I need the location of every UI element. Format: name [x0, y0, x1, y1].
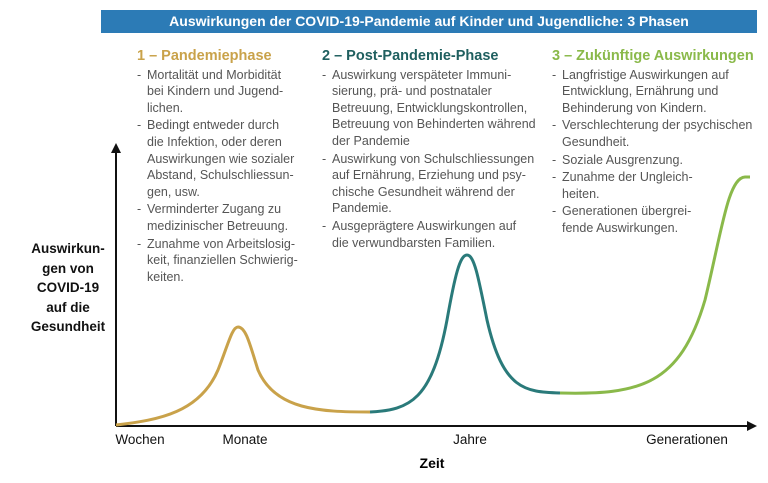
bullet-line: Zunahme der Ungleich-	[562, 170, 693, 185]
y-axis-label-line: auf die	[46, 299, 90, 315]
bullet: Zunahme von Arbeitslosig-keit, finanziel…	[137, 236, 298, 286]
y-axis-label-line: Auswirkun-	[31, 241, 105, 256]
bullet-line: der Pandemie	[332, 133, 410, 148]
bullet: Auswirkung von Schulschliessungen auf Ern…	[322, 151, 536, 217]
bullet: Soziale Ausgrenzung.	[552, 152, 754, 169]
bullet: Langfristige Auswirkungen auf Entwicklung…	[552, 67, 754, 117]
bullet-line: fende Auswirkungen.	[562, 220, 679, 235]
bullet-line: chische Gesundheit während der	[332, 184, 515, 199]
bullet-line: Verminderter Zugang zu	[147, 202, 282, 217]
bullet-line: gen, usw.	[147, 184, 200, 199]
curve-phase-2	[369, 253, 561, 414]
y-axis-label: Auswirkun-gen von COVID-19 auf die Gesundhe…	[18, 239, 118, 337]
bullet-line: Bedingt entweder durch	[147, 118, 280, 133]
bullet-line: sierung, prä- und postnataler	[332, 84, 492, 99]
bullet-line: heiten.	[562, 186, 600, 201]
bullet: Verschlechterung der psychischenGesundhe…	[552, 117, 754, 150]
bullet-line: Generationen übergrei-	[562, 204, 692, 219]
bullet-line: Betreuung, Entwicklungskontrollen,	[332, 100, 528, 115]
bullet: Zunahme der Ungleich-heiten.	[552, 169, 754, 202]
bullet-line: keit, finanziellen Schwierig-	[147, 253, 298, 268]
bullet-line: Behinderung von Kindern.	[562, 100, 707, 115]
bullet-line: Entwicklung, Ernährung und	[562, 84, 719, 99]
bullet-line: Auswirkung verspäteter Immuni-	[332, 67, 512, 82]
bullet: Generationen übergrei-fende Auswirkungen…	[552, 203, 754, 236]
bullet-line: Zunahme von Arbeitslosig-	[147, 236, 295, 251]
y-axis-label-line: gen von	[42, 260, 94, 276]
bullet-line: Auswirkung von Schulschliessungen	[332, 151, 535, 166]
bullet-line: lichen.	[147, 100, 184, 115]
bullet-line: die Infektion, oder deren	[147, 134, 282, 149]
bullet-line: Abstand, Schulschliessun-	[147, 168, 294, 183]
bullet-line: Soziale Ausgrenzung.	[562, 152, 683, 167]
bullet-line: die verwundbarsten Familien.	[332, 235, 496, 250]
x-axis-title: Zeit	[419, 455, 445, 471]
y-axis-label-line: COVID-19	[36, 280, 100, 295]
bullet-line: auf Ernährung, Erziehung und psy-	[332, 168, 526, 183]
bullet: Auswirkung verspäteter Immuni-sierung, p…	[322, 67, 536, 150]
phase-title: 3 – Zukünftige Auswirkungen	[552, 48, 754, 64]
phase: 3 – Zukünftige Auswirkungen Langfristige …	[552, 48, 754, 238]
header-title: Auswirkungen der COVID-19-Pandemie auf K…	[101, 10, 757, 33]
bullet-line: Verschlechterung der psychischen	[562, 118, 753, 133]
phase: 2 – Post-Pandemie-Phase Auswirkung verspä…	[322, 48, 536, 252]
x-axis-label: Generationen	[646, 432, 728, 447]
bullet-line: bei Kindern und Jugend-	[147, 84, 284, 99]
bullet-line: Ausgeprägtere Auswirkungen auf	[332, 218, 517, 233]
bullet-line: Auswirkungen wie sozialer	[147, 151, 295, 166]
bullet: Ausgeprägtere Auswirkungen auf die verwun…	[322, 218, 536, 251]
bullet: Mortalität und Morbidität bei Kindern und…	[137, 67, 298, 117]
phase-title: 1 – Pandemiephase	[137, 48, 272, 64]
bullet-line: medizinischer Betreuung.	[147, 218, 289, 233]
x-axis-label: Monate	[222, 432, 268, 447]
bullet-line: Mortalität und Morbidität	[147, 67, 282, 82]
phase-title: 2 – Post-Pandemie-Phase	[322, 48, 499, 64]
y-axis-label-line: Gesundheit	[30, 319, 106, 334]
bullet-line: Langfristige Auswirkungen auf	[562, 67, 729, 82]
bullet-line: Gesundheit.	[562, 134, 630, 149]
curve-phase-1	[115, 325, 371, 427]
x-axis-label: Wochen	[115, 432, 165, 447]
x-axis-label: Jahre	[453, 432, 487, 447]
bullet-line: Pandemie.	[332, 201, 392, 216]
bullet-line: keiten.	[147, 269, 184, 284]
bullet-line: Betreuung von Behinderten während	[332, 117, 536, 132]
phase: 1 – Pandemiephase Mortalität und Morbidit…	[137, 48, 298, 286]
